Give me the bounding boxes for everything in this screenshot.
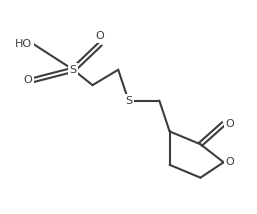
Text: O: O <box>96 31 105 42</box>
Text: O: O <box>23 75 32 85</box>
Text: S: S <box>125 96 132 106</box>
Text: O: O <box>226 119 234 129</box>
Text: O: O <box>226 157 234 167</box>
Text: S: S <box>70 65 77 75</box>
Text: HO: HO <box>15 39 32 49</box>
